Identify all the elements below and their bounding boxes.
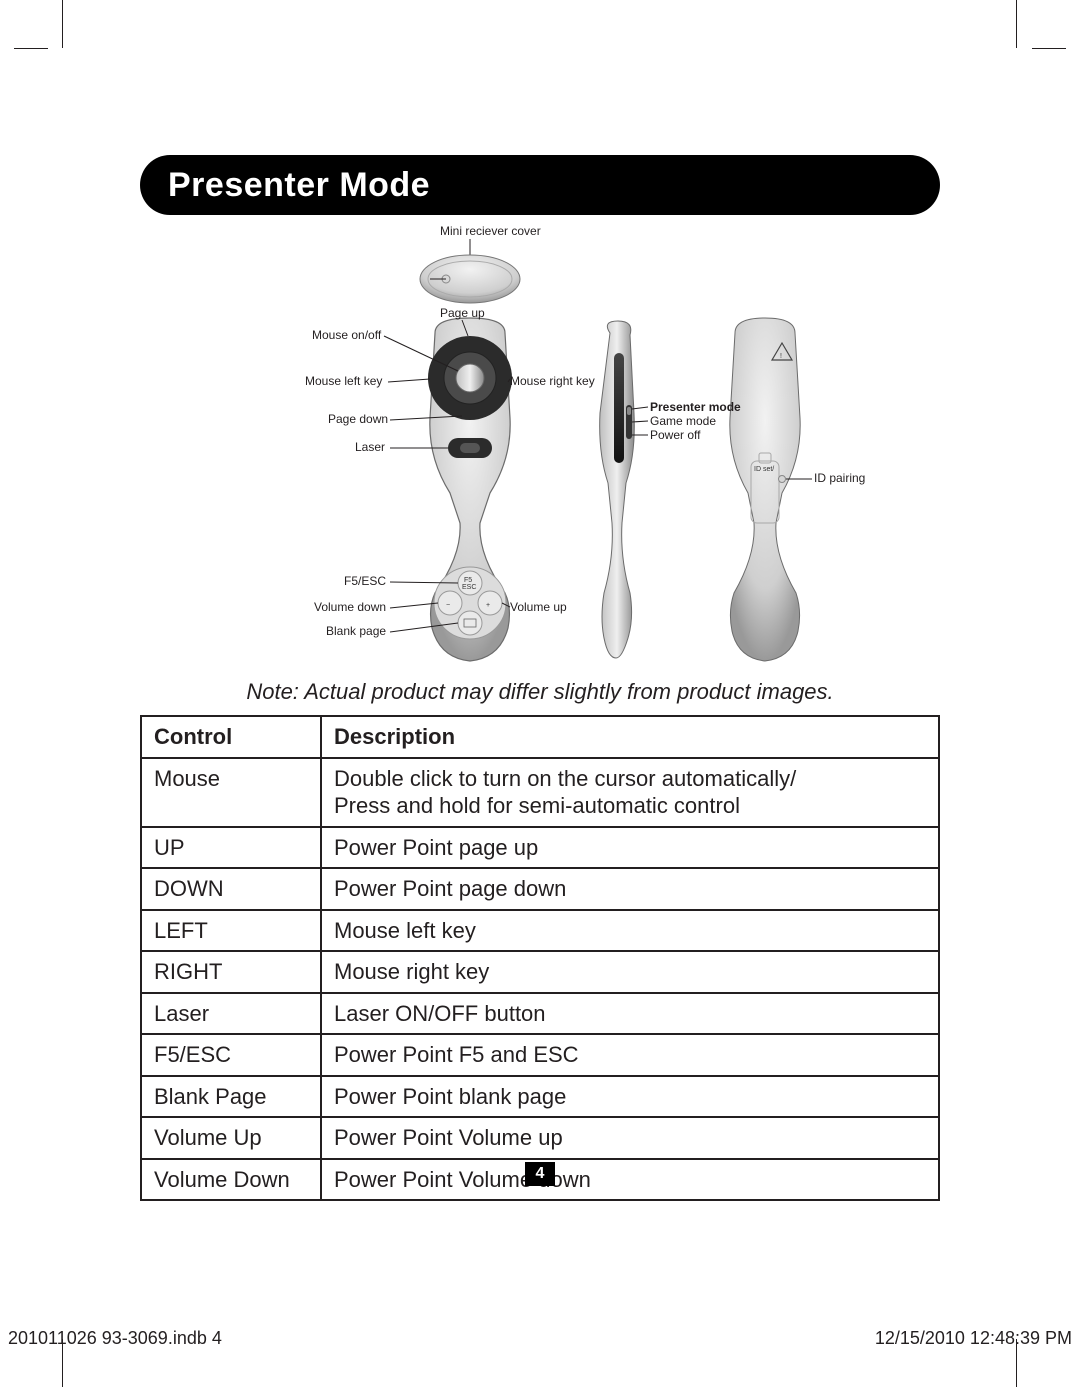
table-header-row: Control Description <box>141 716 939 758</box>
table-row: LaserLaser ON/OFF button <box>141 993 939 1035</box>
label-blank-page: Blank page <box>326 624 386 638</box>
label-page-down: Page down <box>328 412 388 426</box>
label-mini-cover: Mini reciever cover <box>440 224 541 238</box>
page: Presenter Mode <box>0 0 1080 1387</box>
label-page-up: Page up <box>440 306 485 320</box>
cell-description: Power Point F5 and ESC <box>321 1034 939 1076</box>
section-title-banner: Presenter Mode <box>140 155 940 215</box>
page-number: 4 <box>525 1162 555 1186</box>
table-row: Volume UpPower Point Volume up <box>141 1117 939 1159</box>
cell-control: Volume Down <box>141 1159 321 1201</box>
table-row: Blank PagePower Point blank page <box>141 1076 939 1118</box>
cell-control: RIGHT <box>141 951 321 993</box>
cell-control: Mouse <box>141 758 321 827</box>
diagram-svg: Mini reciever cover <box>210 223 870 673</box>
label-vol-down: Volume down <box>314 600 386 614</box>
label-power-off: Power off <box>650 428 701 442</box>
label-laser: Laser <box>355 440 385 454</box>
cell-control: UP <box>141 827 321 869</box>
remote-side <box>600 321 635 658</box>
content-block: Presenter Mode <box>140 155 940 1201</box>
svg-text:!: ! <box>780 353 782 360</box>
cell-control: Laser <box>141 993 321 1035</box>
cell-control: LEFT <box>141 910 321 952</box>
cell-description: Power Point Volume down <box>321 1159 939 1201</box>
cell-description: Laser ON/OFF button <box>321 993 939 1035</box>
table-row: RIGHTMouse right key <box>141 951 939 993</box>
cell-control: F5/ESC <box>141 1034 321 1076</box>
label-presenter-mode: Presenter mode <box>650 400 741 414</box>
col-header-control: Control <box>141 716 321 758</box>
product-diagram: Mini reciever cover <box>140 223 940 673</box>
crop-mark <box>14 48 48 49</box>
cell-description: Power Point page up <box>321 827 939 869</box>
col-header-description: Description <box>321 716 939 758</box>
table-row: F5/ESCPower Point F5 and ESC <box>141 1034 939 1076</box>
label-mouse-left: Mouse left key <box>305 374 382 388</box>
footer-right: 12/15/2010 12:48:39 PM <box>875 1328 1072 1349</box>
svg-text:+: + <box>486 602 490 609</box>
footer-left: 201011026 93-3069.indb 4 <box>8 1328 222 1349</box>
remote-back: ! ID set/ <box>730 318 800 661</box>
label-f5esc: F5/ESC <box>344 574 386 588</box>
cell-description: Mouse left key <box>321 910 939 952</box>
cell-description: Double click to turn on the cursor autom… <box>321 758 939 827</box>
label-game-mode: Game mode <box>650 414 716 428</box>
label-mouse-right: Mouse right key <box>510 374 595 388</box>
label-vol-up: Volume up <box>510 600 567 614</box>
cell-description: Power Point page down <box>321 868 939 910</box>
controls-table: Control Description MouseDouble click to… <box>140 715 940 1201</box>
crop-mark <box>1032 48 1066 49</box>
cell-control: DOWN <box>141 868 321 910</box>
note-text: Note: Actual product may differ slightly… <box>140 679 940 705</box>
svg-text:ESC: ESC <box>462 584 476 591</box>
crop-mark <box>1016 0 1017 48</box>
label-id-pairing: ID pairing <box>814 471 865 485</box>
section-title: Presenter Mode <box>168 166 430 205</box>
crop-mark <box>62 0 63 48</box>
table-row: LEFTMouse left key <box>141 910 939 952</box>
svg-text:ID set/: ID set/ <box>754 466 774 473</box>
svg-text:−: − <box>446 602 450 609</box>
cell-description: Power Point blank page <box>321 1076 939 1118</box>
cell-control: Volume Up <box>141 1117 321 1159</box>
table-row: MouseDouble click to turn on the cursor … <box>141 758 939 827</box>
cell-description: Mouse right key <box>321 951 939 993</box>
label-mouse-onoff: Mouse on/off <box>312 328 382 342</box>
svg-text:F5: F5 <box>464 577 472 584</box>
table-row: UPPower Point page up <box>141 827 939 869</box>
cell-control: Blank Page <box>141 1076 321 1118</box>
cell-description: Power Point Volume up <box>321 1117 939 1159</box>
table-row: DOWNPower Point page down <box>141 868 939 910</box>
remote-front: F5 ESC − + <box>428 318 512 661</box>
